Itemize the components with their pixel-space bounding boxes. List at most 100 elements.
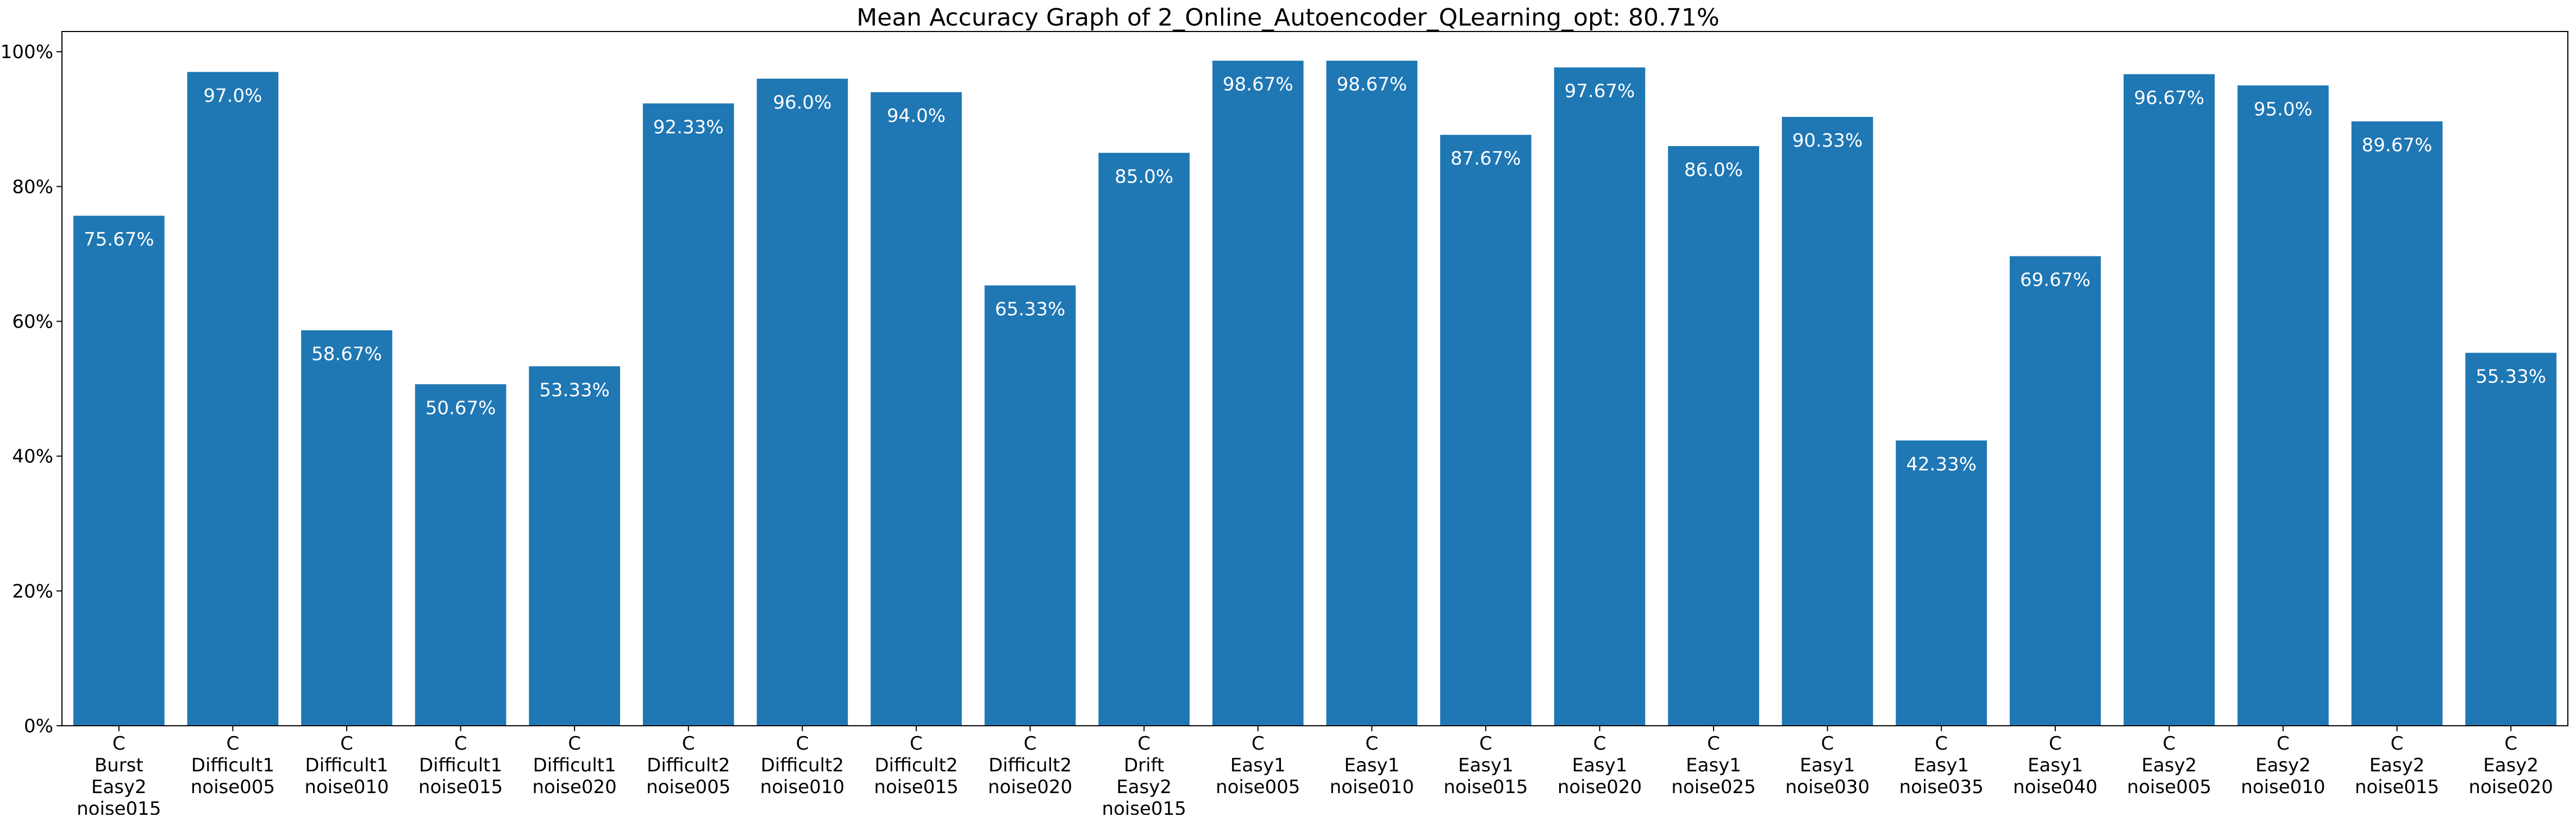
plot-frame — [61, 31, 2568, 726]
x-tick-label-line: Easy1 — [2028, 755, 2083, 776]
x-tick-label: C Burst Easy2 noise015 — [77, 733, 161, 815]
data-label: 95.0% — [2254, 98, 2312, 120]
data-label: 58.67% — [311, 343, 382, 365]
x-tick-label-line: noise040 — [2013, 776, 2097, 798]
x-tick-label-line: Easy1 — [1458, 755, 1514, 776]
x-tick-label-line: noise030 — [1785, 776, 1870, 798]
data-label: 89.67% — [2362, 134, 2433, 156]
x-tick-label: C Easy1 noise020 — [1558, 733, 1642, 798]
bar — [1098, 153, 1190, 726]
bar — [187, 72, 279, 726]
data-label: 96.0% — [773, 92, 831, 114]
x-tick-label: C Easy1 noise040 — [2013, 733, 2097, 798]
bar — [73, 216, 165, 726]
data-label: 90.33% — [1792, 130, 1863, 152]
bar — [529, 366, 620, 726]
x-tick-label-line: C — [796, 733, 809, 755]
x-tick-label: C Easy2 noise010 — [2241, 733, 2325, 798]
x-tick-label-line: Burst — [95, 755, 143, 776]
y-tick-label: 0% — [24, 715, 53, 737]
x-tick-label-line: Drift — [1124, 755, 1164, 776]
x-tick-label: C Difficult2 noise020 — [988, 733, 1072, 798]
x-tick-label-line: Easy1 — [1230, 755, 1286, 776]
x-tick-label-line: noise010 — [760, 776, 845, 798]
x-tick-label: C Difficult1 noise005 — [191, 733, 275, 798]
data-label: 86.0% — [1684, 159, 1743, 181]
x-tick-label: C Difficult1 noise010 — [304, 733, 389, 798]
bar — [2465, 353, 2557, 726]
x-tick-label-line: C — [1479, 733, 1492, 755]
x-tick-label-line: Easy1 — [1572, 755, 1628, 776]
x-tick-label-line: noise005 — [1216, 776, 1300, 798]
bar — [2237, 85, 2329, 726]
data-label: 97.67% — [1565, 80, 1635, 102]
x-tick-label-line: Easy1 — [1686, 755, 1741, 776]
data-label: 75.67% — [84, 229, 154, 250]
x-tick-label-line: Difficult2 — [874, 755, 958, 776]
data-labels-layer: 75.67% 97.0% 58.67% 50.67% 53.33% 92.33% 96.0%… — [84, 74, 2546, 475]
bar — [871, 92, 962, 726]
bar — [301, 330, 392, 726]
x-tick-label-line: Easy1 — [1344, 755, 1399, 776]
data-label: 87.67% — [1450, 148, 1521, 169]
x-tick-label-line: C — [112, 733, 126, 755]
x-tick-label: C Difficult2 noise015 — [874, 733, 958, 798]
bar — [2123, 74, 2215, 726]
x-tick-label: C Easy1 noise030 — [1785, 733, 1870, 798]
x-tick-label-line: noise015 — [418, 776, 503, 798]
data-label: 94.0% — [887, 105, 946, 127]
data-label: 92.33% — [653, 116, 724, 138]
x-tick-label: C Easy1 noise005 — [1216, 733, 1300, 798]
y-axis: 0% 20% 40% 60% 80% 100% — [1, 41, 62, 737]
x-tick-label-line: C — [340, 733, 353, 755]
x-tick-label-line: noise005 — [2127, 776, 2211, 798]
x-tick-label-line: noise025 — [1671, 776, 1755, 798]
x-tick-label-line: noise010 — [1330, 776, 1414, 798]
x-tick-label: C Difficult1 noise020 — [532, 733, 616, 798]
y-tick-label: 60% — [12, 311, 53, 333]
x-tick-label-line: C — [1365, 733, 1378, 755]
x-tick-label-line: C — [682, 733, 695, 755]
x-tick-label-line: noise020 — [2469, 776, 2553, 798]
x-tick-label-line: C — [1821, 733, 1834, 755]
bar — [1326, 60, 1418, 726]
x-tick-label: C Easy2 noise020 — [2469, 733, 2553, 798]
x-tick-label-line: noise015 — [1443, 776, 1528, 798]
x-tick-label-line: C — [2049, 733, 2062, 755]
x-tick-label-line: noise010 — [304, 776, 389, 798]
x-tick-label: C Easy1 noise015 — [1443, 733, 1528, 798]
bar — [1440, 135, 1531, 726]
bar — [1212, 60, 1304, 726]
x-tick-label-line: Difficult1 — [533, 755, 616, 776]
bar — [2351, 121, 2443, 726]
x-tick-label-line: Easy1 — [1914, 755, 1969, 776]
data-label: 98.67% — [1336, 74, 1407, 96]
x-tick-label: C Easy2 noise015 — [2355, 733, 2439, 798]
x-tick-label-line: Easy2 — [2483, 755, 2539, 776]
data-label: 53.33% — [539, 379, 610, 401]
x-tick-label-line: C — [910, 733, 923, 755]
data-label: 97.0% — [203, 85, 262, 106]
x-tick-label-line: Easy2 — [91, 776, 147, 798]
data-label: 50.67% — [426, 397, 496, 419]
x-tick-label-line: Difficult1 — [305, 755, 388, 776]
x-tick-label: C Easy1 noise010 — [1330, 733, 1414, 798]
x-tick-label-line: C — [1137, 733, 1151, 755]
x-tick-label-line: noise015 — [1102, 798, 1186, 815]
bar — [984, 285, 1076, 726]
x-tick-label-line: Easy1 — [1800, 755, 1855, 776]
x-tick-label-line: noise020 — [988, 776, 1072, 798]
x-tick-label: C Drift Easy2 noise015 — [1102, 733, 1186, 815]
bar — [415, 384, 507, 726]
x-tick-label: C Easy1 noise025 — [1671, 733, 1755, 798]
x-tick-label-line: noise005 — [191, 776, 275, 798]
y-tick-label: 20% — [12, 581, 53, 602]
x-tick-label: C Difficult2 noise010 — [760, 733, 845, 798]
bar — [1781, 117, 1873, 726]
x-tick-label-line: Difficult2 — [989, 755, 1072, 776]
x-tick-label-line: Difficult2 — [647, 755, 730, 776]
x-tick-label-line: Difficult2 — [761, 755, 844, 776]
x-tick-label-line: C — [1935, 733, 1948, 755]
